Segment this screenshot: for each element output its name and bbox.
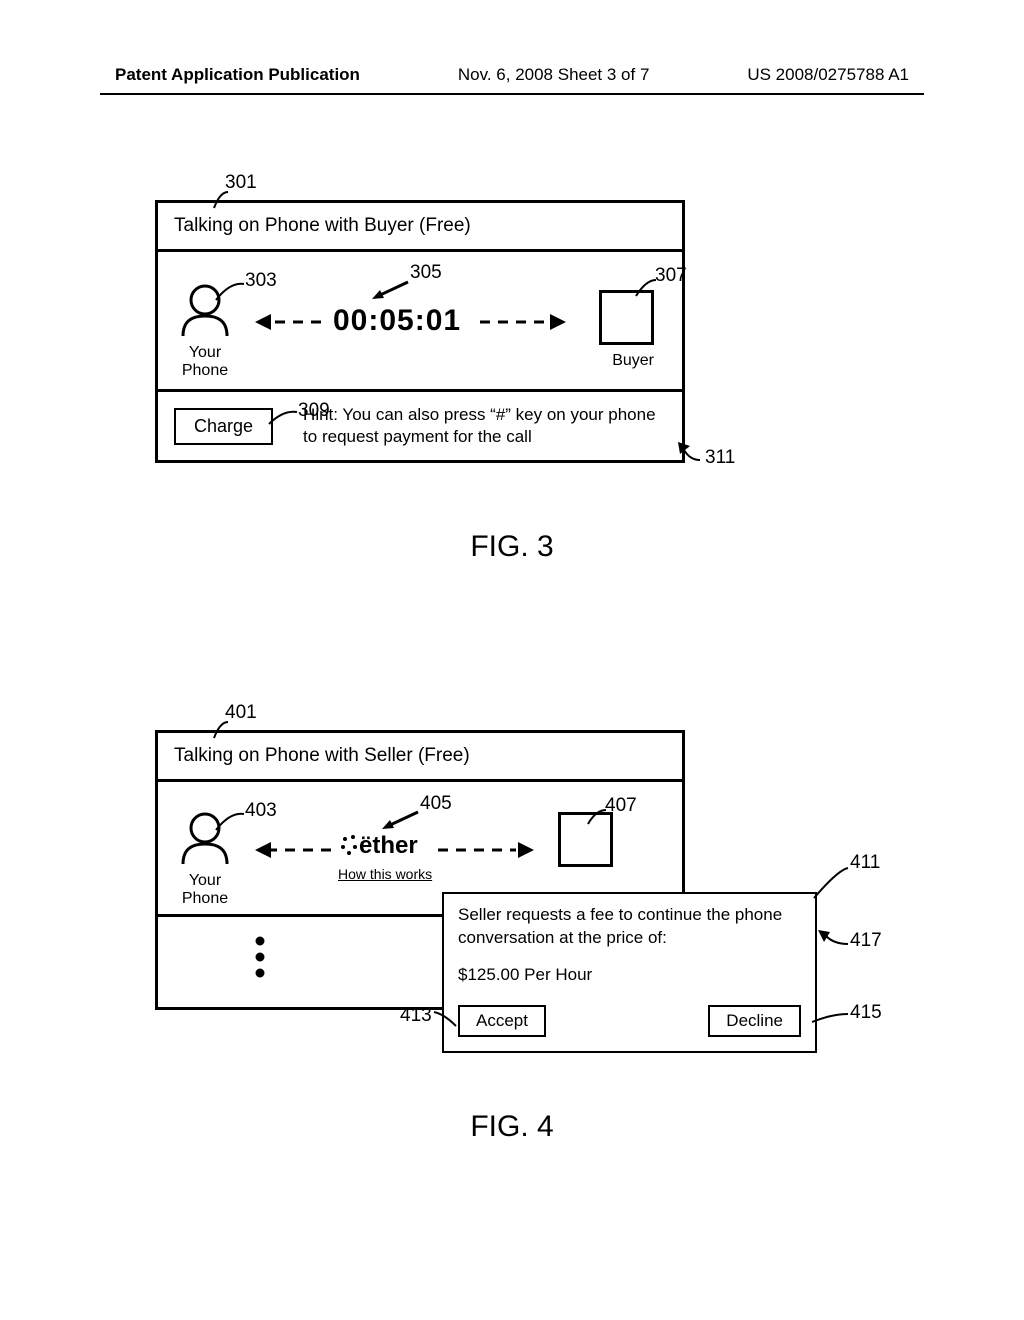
fig3-footer: Charge Hint: You can also press “#” key … (158, 392, 682, 460)
lead-405 (380, 810, 420, 830)
callout-405: 405 (420, 793, 452, 815)
lead-403 (212, 810, 247, 832)
header-mid: Nov. 6, 2008 Sheet 3 of 7 (458, 65, 650, 85)
popup-button-row: Accept Decline (458, 1005, 801, 1037)
popup-price: $125.00 Per Hour (458, 964, 801, 987)
fig4-caption: FIG. 4 (470, 1110, 553, 1144)
lead-303 (212, 280, 247, 302)
charge-button[interactable]: Charge (174, 408, 273, 445)
brand-dots-icon (341, 833, 359, 857)
callout-305: 305 (410, 262, 442, 284)
ether-brand: ëther (341, 832, 418, 860)
callout-415: 415 (850, 1002, 882, 1024)
your-phone-label: Your Phone (170, 344, 240, 380)
buyer-label: Buyer (612, 352, 654, 370)
lead-307 (632, 278, 658, 298)
lead-401 (210, 720, 230, 740)
popup-message: Seller requests a fee to continue the ph… (458, 904, 801, 950)
fig4-title: Talking on Phone with Seller (Free) (158, 733, 682, 782)
callout-303: 303 (245, 270, 277, 292)
fig3-caption: FIG. 3 (470, 530, 553, 564)
header-left: Patent Application Publication (115, 65, 360, 85)
ether-brand-text: ëther (359, 832, 418, 859)
callout-307: 307 (655, 265, 687, 287)
lead-407 (584, 808, 608, 826)
callout-417: 417 (850, 930, 882, 952)
arrow-right-icon-2 (436, 840, 536, 860)
lead-305 (370, 280, 410, 300)
fig3-panel: Talking on Phone with Buyer (Free) Your … (155, 200, 685, 463)
lead-301 (210, 190, 230, 210)
arrow-left-icon-2 (253, 840, 333, 860)
callout-407: 407 (605, 795, 637, 817)
accept-button[interactable]: Accept (458, 1005, 546, 1037)
fig3-title: Talking on Phone with Buyer (Free) (158, 203, 682, 252)
callout-411: 411 (850, 852, 880, 874)
figure-3: Talking on Phone with Buyer (Free) Your … (155, 200, 685, 463)
fee-request-popup: Seller requests a fee to continue the ph… (442, 892, 817, 1053)
lead-417 (790, 930, 850, 954)
hint-text: Hint: You can also press “#” key on your… (303, 404, 666, 448)
decline-button[interactable]: Decline (708, 1005, 801, 1037)
lead-309 (265, 408, 299, 426)
header-rule (100, 93, 924, 95)
your-phone-label-2: Your Phone (170, 872, 240, 908)
callout-309: 309 (298, 400, 330, 422)
lead-311 (648, 438, 703, 462)
page-header: Patent Application Publication Nov. 6, 2… (115, 65, 909, 85)
how-this-works-link[interactable]: How this works (338, 866, 432, 882)
call-timer: 00:05:01 (333, 304, 461, 338)
arrow-left-icon (253, 312, 323, 332)
arrow-right-icon (478, 312, 568, 332)
lead-415 (808, 1010, 850, 1024)
lead-413 (432, 1008, 458, 1028)
lead-411 (810, 864, 850, 900)
buyer-box (599, 290, 654, 345)
header-right: US 2008/0275788 A1 (747, 65, 909, 85)
callout-413: 413 (400, 1005, 432, 1027)
vertical-ellipsis-icon (253, 935, 267, 979)
callout-403: 403 (245, 800, 277, 822)
callout-311: 311 (705, 447, 735, 469)
